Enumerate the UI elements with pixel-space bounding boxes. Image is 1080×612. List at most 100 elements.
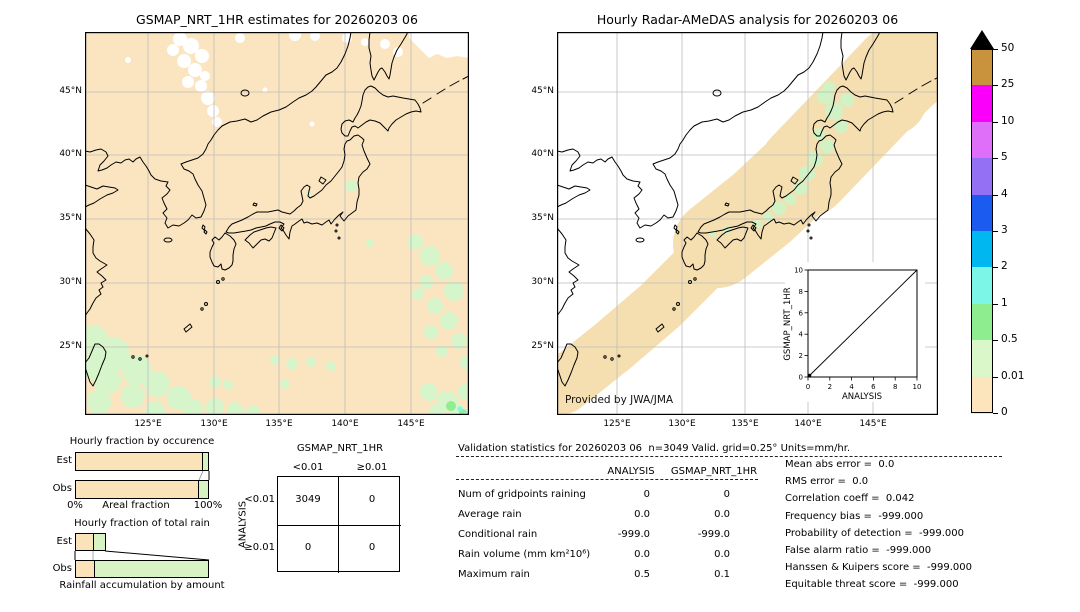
colorbar-segment <box>971 376 993 414</box>
coastlines <box>85 32 469 387</box>
right-map-lon-tick: 125°E <box>603 419 631 429</box>
right-map-lat-tick: 30°N <box>531 277 554 287</box>
validation-gsmap-value: 0 <box>723 489 730 500</box>
left-map-lon-tick: 135°E <box>265 419 293 429</box>
inset-y-tick-label: 0 <box>799 374 803 382</box>
left-map-background <box>85 32 469 415</box>
totalrain-row-label: Est <box>56 536 72 547</box>
colorbar-tick <box>993 194 998 196</box>
inset-data-point <box>807 373 812 378</box>
inset-x-tick-label: 8 <box>893 383 897 391</box>
colorbar-tick-label: 25 <box>1001 78 1015 91</box>
left-map-lat-tick: 40°N <box>59 149 82 159</box>
bar-segment-peach <box>76 453 203 470</box>
colorbar-segment <box>971 49 993 86</box>
left-map-lon-tick: 145°E <box>397 419 425 429</box>
colorbar-tick-label: 50 <box>1001 42 1015 54</box>
validation-analysis-value: -999.0 <box>617 529 650 540</box>
colorbar-segment <box>971 121 993 159</box>
bar-segment-green <box>198 481 208 498</box>
totalrain-obs-bar <box>75 560 209 578</box>
colorbar-tick-label: 2 <box>1001 260 1008 273</box>
inset-y-ticks: 0 2 4 6 8 10 <box>794 267 808 382</box>
occurrence-row-label: Est <box>56 455 72 466</box>
dashed-divider-top <box>456 456 1002 457</box>
occurrence-chart-title: Hourly fraction by occurence <box>69 436 215 447</box>
validation-analysis-value: 0.0 <box>634 509 650 520</box>
colorbar-tick <box>993 49 998 50</box>
contingency-col-label: ≥0.01 <box>356 462 388 473</box>
contingency-row-label: <0.01 <box>244 494 275 505</box>
right-map-lat-tick: 40°N <box>531 149 554 159</box>
contingency-table-box <box>277 476 401 573</box>
metric-line: RMS error = 0.0 <box>785 476 869 488</box>
left-map-lat-tick: 35°N <box>59 213 82 223</box>
colorbar-tick <box>993 340 998 342</box>
inset-x-tick-label: 10 <box>913 383 922 391</box>
bar-segment-green <box>93 534 105 550</box>
validation-row-label: Maximum rain <box>458 569 530 580</box>
validation-analysis-value: 0.5 <box>634 569 650 580</box>
left-map-lat-tick: 30°N <box>59 277 82 287</box>
contingency-cell: 0 <box>368 494 376 505</box>
colorbar-tick <box>993 231 998 232</box>
colorbar-tick-label: 10 <box>1001 114 1015 127</box>
colorbar-segment <box>971 158 993 196</box>
colorbar-tick-label: 4 <box>1001 187 1008 200</box>
inset-xlabel: ANALYSIS <box>842 392 882 402</box>
left-map-lon-tick: 125°E <box>134 419 162 429</box>
occurrence-est-bar <box>75 452 209 471</box>
metric-line: False alarm ratio = -999.000 <box>785 545 932 556</box>
validation-title: Validation statistics for 20260203 06 n=… <box>458 443 851 454</box>
validation-gsmap-value: 0.0 <box>714 549 730 560</box>
colorbar-tick <box>993 376 998 378</box>
colorbar-tick-label: 1 <box>1001 296 1008 309</box>
colorbar-tick-label: 5 <box>1001 151 1008 164</box>
left-map-nodata-patches <box>125 32 469 127</box>
colorbar-tick <box>993 303 998 305</box>
bar-segment-peach <box>76 481 199 498</box>
colorbar-tick-label: 3 <box>1001 224 1008 236</box>
colorbar-overflow-triangle <box>970 30 994 49</box>
contingency-cell: 3049 <box>295 494 321 505</box>
right-map-lon-tick: 135°E <box>731 419 759 429</box>
totalrain-est-bar <box>75 533 106 551</box>
totalrain-chart-title: Hourly fraction of total rain <box>74 518 210 529</box>
metric-line: Mean abs error = 0.0 <box>785 459 895 470</box>
validation-row-label: Rain volume (mm km²10⁶) <box>458 549 591 560</box>
colorbar-tick-label: 0.5 <box>1001 333 1018 346</box>
dashed-divider-header <box>456 479 758 480</box>
occurrence-x-min: 0% <box>67 500 83 511</box>
validation-row-label: Average rain <box>458 509 522 520</box>
bar-segment-peach <box>76 534 94 550</box>
left-map-lon-tick: 130°E <box>200 419 228 429</box>
colorbar-tick <box>993 267 998 269</box>
left-map-title: GSMAP_NRT_1HR estimates for 20260203 06 <box>136 12 418 27</box>
colorbar-segment <box>971 231 993 268</box>
inset-y-tick-label: 2 <box>799 352 803 360</box>
bar-segment-peach <box>76 561 94 577</box>
right-map-lon-tick: 140°E <box>794 419 822 429</box>
right-map: 0 2 4 6 8 10 0 2 4 6 8 10 ANALYSIS GSMAP_NRT_1HR P… <box>557 32 938 415</box>
left-map-gridlines <box>85 32 469 415</box>
contingency-col-label: <0.01 <box>292 462 324 473</box>
colorbar-tick-label: 0 <box>1001 406 1008 418</box>
contingency-cell: 0 <box>368 542 376 553</box>
occurrence-obs-bar <box>75 480 209 499</box>
validation-col-header: GSMAP_NRT_1HR <box>670 466 758 477</box>
colorbar-tick <box>993 121 998 123</box>
validation-analysis-value: 0 <box>643 489 650 500</box>
contingency-col-axis-label: GSMAP_NRT_1HR <box>296 443 384 454</box>
colorbar-segment <box>971 85 993 123</box>
inset-x-tick-label: 2 <box>828 383 832 391</box>
right-map-lat-tick: 25°N <box>531 341 554 351</box>
occurrence-x-label: Areal fraction <box>102 500 170 511</box>
inset-y-tick-label: 8 <box>799 288 803 296</box>
validation-gsmap-value: -999.0 <box>697 529 730 540</box>
totalrain-row-label: Obs <box>52 563 72 574</box>
left-map-lat-tick: 25°N <box>59 341 82 351</box>
inset-diagonal-line <box>807 269 918 378</box>
right-map-title: Hourly Radar-AMeDAS analysis for 2026020… <box>596 12 899 27</box>
occurrence-x-max: 100% <box>193 500 223 511</box>
inset-x-ticks: 0 2 4 6 8 10 <box>806 377 922 391</box>
